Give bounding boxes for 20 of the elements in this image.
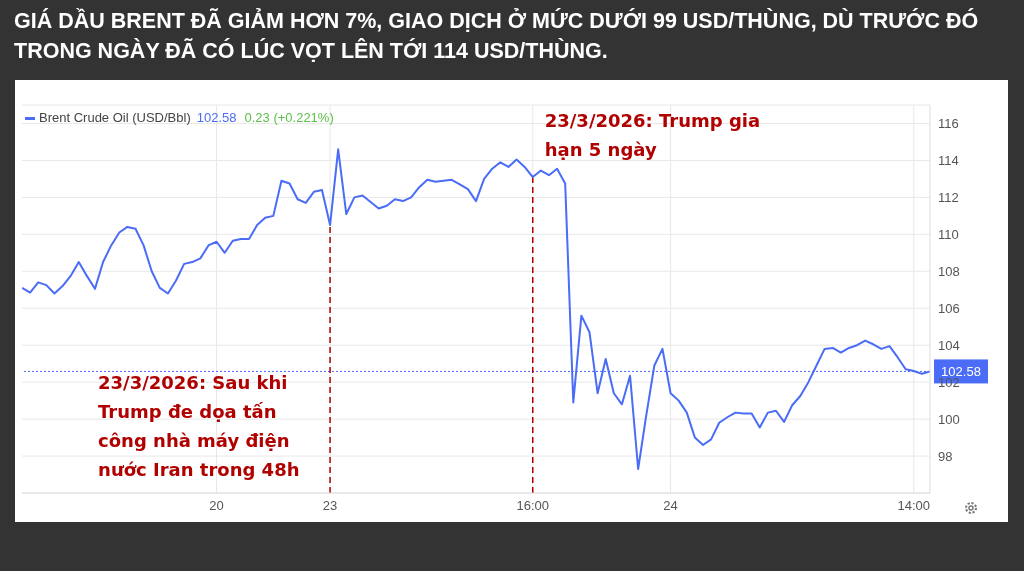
y-tick-label: 116	[938, 116, 959, 132]
annotation: 0.23 (+0.221%)	[244, 110, 334, 125]
y-tick-label: 114	[938, 153, 959, 169]
x-tick-label: 23	[322, 498, 338, 514]
chart-title: GIÁ DẦU BRENT ĐÃ GIẢM HƠN 7%, GIAO DỊCH Ở MỨC DƯỚI 99 USD/THÙNG, DÙ TRƯỚC ĐÓ TRONG NGÀY ĐÃ CÓ LÚC VỌT LÊN TỚI 114 USD/THÙNG.	[14, 7, 980, 65]
legend-label: Brent Crude Oil (USD/Bbl)	[38, 110, 191, 125]
x-tick-label: 14:00	[897, 498, 931, 514]
y-tick-label: 100	[938, 411, 960, 427]
y-tick-label: 106	[938, 300, 960, 316]
x-tick-label: 20	[209, 498, 224, 514]
annotation: 102.58	[196, 110, 237, 125]
y-tick-label: 104	[938, 337, 960, 353]
x-tick-label: 24	[663, 498, 678, 514]
y-tick-label: 110	[938, 226, 959, 242]
x-tick-label: 16:00	[516, 498, 550, 514]
y-tick-label: 108	[938, 263, 960, 279]
ref-line-label: 23/3/2026: Trump gia hạn 5 ngày	[544, 109, 762, 162]
ref-line-label: 23/3/2026: Sau khi Trump đe dọa tấn công nhà máy điện nước Iran trong 48h	[98, 371, 301, 482]
y-tick-label: 112	[938, 190, 959, 205]
y-tick-label: 98	[938, 448, 953, 464]
